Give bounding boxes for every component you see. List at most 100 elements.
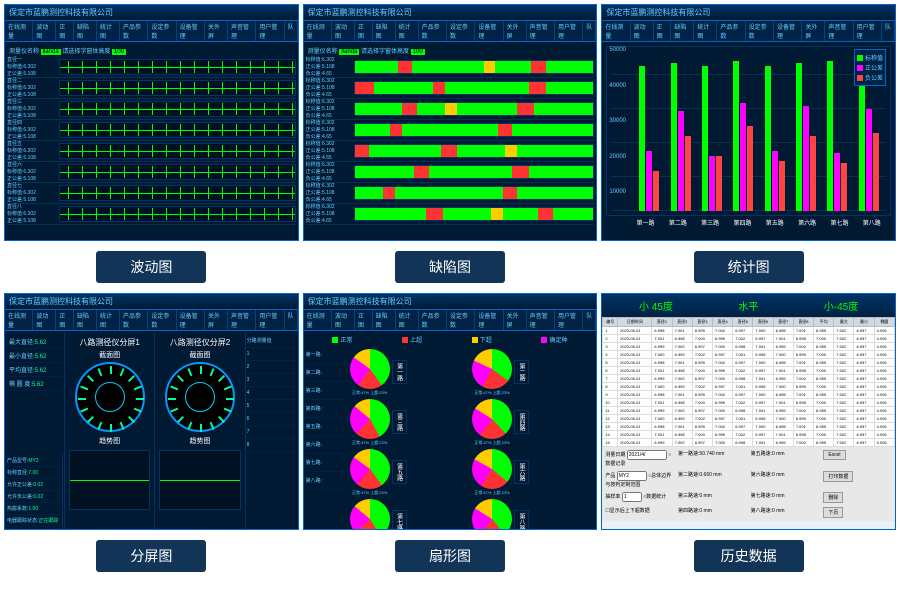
menu-item[interactable]: 缺陷图 [671, 21, 694, 41]
menu-item[interactable]: 产品参数 [120, 310, 148, 330]
menu-item[interactable]: 设备管理 [177, 310, 205, 330]
trend-chart-1 [69, 450, 150, 510]
menu-item[interactable]: 声音管理 [228, 21, 256, 41]
menu-item[interactable]: 关外屏 [504, 21, 527, 41]
menu-item[interactable]: 统计图 [97, 310, 120, 330]
bar [827, 61, 833, 211]
menu-item[interactable]: 用户管理 [555, 21, 583, 41]
menu-item[interactable]: 用户管理 [256, 310, 284, 330]
table-row[interactable]: 142023-05-017.0016.9987.0006.9997.0026.9… [603, 431, 895, 439]
table-row[interactable]: 72023-05-016.9997.0026.9977.0006.9987.00… [603, 375, 895, 383]
menu-item[interactable]: 用户管理 [256, 21, 284, 41]
table-row[interactable]: 32023-05-016.9997.0026.9977.0006.9987.00… [603, 343, 895, 351]
menu-item[interactable]: 队 [583, 310, 596, 330]
product-input[interactable] [617, 471, 647, 481]
menu-item[interactable]: 正图 [56, 21, 74, 41]
menu-item[interactable]: 波动图 [332, 21, 355, 41]
menu-item[interactable]: 设定参数 [447, 310, 475, 330]
menu-item[interactable]: 关外屏 [205, 310, 228, 330]
table-row[interactable]: 132023-05-016.9987.0016.9997.0026.9977.0… [603, 423, 895, 431]
table-row[interactable]: 102023-05-017.0016.9987.0006.9997.0026.9… [603, 399, 895, 407]
menu-item[interactable]: 声音管理 [527, 21, 555, 41]
menu-item[interactable]: 缺陷图 [74, 21, 97, 41]
menu-item[interactable]: 队 [285, 310, 298, 330]
table-header: 直径5 [733, 318, 753, 327]
excel-button[interactable]: Excel [823, 450, 845, 460]
menu-item[interactable]: 设备管理 [475, 310, 503, 330]
menu-item[interactable]: 波动图 [33, 21, 56, 41]
menu-item[interactable]: 设备管理 [177, 21, 205, 41]
menu-item[interactable]: 关外屏 [205, 21, 228, 41]
table-row[interactable]: 92023-05-016.9987.0016.9997.0026.9977.00… [603, 391, 895, 399]
label-split: 分屏图 [96, 540, 206, 572]
menu-item[interactable]: 缺陷图 [74, 310, 97, 330]
menu-item[interactable]: 声音管理 [228, 310, 256, 330]
menu-item[interactable]: 用户管理 [555, 310, 583, 330]
pie-label: 第七路 [392, 510, 407, 530]
menu-item[interactable]: 统计图 [694, 21, 717, 41]
menu-item[interactable]: 统计图 [396, 21, 419, 41]
menu-item[interactable]: 队 [285, 21, 298, 41]
table-row[interactable]: 52023-05-016.9987.0016.9997.0026.9977.00… [603, 359, 895, 367]
menu-item[interactable]: 缺陷图 [373, 310, 396, 330]
wave-row: 直径四标称值:6.302正公差:5.108 [7, 120, 296, 141]
sample-input[interactable] [622, 492, 642, 502]
menu-item[interactable]: 在线测量 [304, 310, 332, 330]
menu-item[interactable]: 在线测量 [602, 21, 630, 41]
menu-item[interactable]: 波动图 [631, 21, 654, 41]
menu-item[interactable]: 正图 [654, 21, 672, 41]
table-row[interactable]: 112023-05-016.9997.0026.9977.0006.9987.0… [603, 407, 895, 415]
menu-item[interactable]: 统计图 [396, 310, 419, 330]
table-row[interactable]: 122023-05-017.0006.9997.0026.9977.0016.9… [603, 415, 895, 423]
menu-item[interactable]: 设定参数 [746, 21, 774, 41]
menu-item[interactable]: 正图 [56, 310, 74, 330]
bar [740, 103, 746, 211]
menu-item[interactable]: 关外屏 [802, 21, 825, 41]
history-table: 编号日期时间直径1直径2直径3直径4直径5直径6直径7直径8平均最大最小椭圆12… [602, 317, 895, 447]
menu-item[interactable]: 在线测量 [5, 310, 33, 330]
menu-item[interactable]: 产品参数 [717, 21, 745, 41]
delete-button[interactable]: 删除 [823, 492, 843, 503]
date-input[interactable] [627, 450, 667, 460]
table-row[interactable]: 12023-05-016.9987.0016.9997.0026.9977.00… [603, 327, 895, 335]
menu-item[interactable]: 波动图 [33, 310, 56, 330]
wave-chart [59, 164, 296, 180]
pie-item: 正常:47% 上超:23%第三路 [350, 398, 470, 446]
menu-item[interactable]: 正图 [355, 21, 373, 41]
menu-item[interactable]: 产品参数 [419, 21, 447, 41]
menu-item[interactable]: 产品参数 [419, 310, 447, 330]
menu-item[interactable]: 设备管理 [475, 21, 503, 41]
pie-chart [350, 449, 390, 489]
menu-item[interactable]: 队 [882, 21, 895, 41]
menu-item[interactable]: 波动图 [332, 310, 355, 330]
menu-item[interactable]: 设备管理 [774, 21, 802, 41]
defect-bar [354, 81, 595, 95]
menu-item[interactable]: 设定参数 [447, 21, 475, 41]
table-row[interactable]: 42023-05-017.0006.9997.0026.9977.0016.99… [603, 351, 895, 359]
menu-item[interactable]: 设定参数 [148, 21, 176, 41]
menu-item[interactable]: 统计图 [97, 21, 120, 41]
table-row[interactable]: 62023-05-017.0016.9987.0006.9997.0026.99… [603, 367, 895, 375]
menu-item[interactable]: 队 [583, 21, 596, 41]
menu-item[interactable]: 关外屏 [504, 310, 527, 330]
bar [733, 61, 739, 211]
menu-item[interactable]: 产品参数 [120, 21, 148, 41]
menu-item[interactable]: 在线测量 [5, 21, 33, 41]
table-row[interactable]: 152023-05-016.9997.0026.9977.0006.9987.0… [603, 439, 895, 447]
menu-item[interactable]: 声音管理 [527, 310, 555, 330]
menu-item[interactable]: 缺陷图 [373, 21, 396, 41]
print-button[interactable]: 打印数据 [823, 471, 853, 482]
history-panel: 小 45度水平小-45度 编号日期时间直径1直径2直径3直径4直径5直径6直径7… [601, 293, 896, 530]
pie-item: 正常:47% 上超:23%第八路 [472, 498, 592, 530]
menu-item[interactable]: 设定参数 [148, 310, 176, 330]
menu-item[interactable]: 声音管理 [825, 21, 853, 41]
table-row[interactable]: 82023-05-017.0006.9997.0026.9977.0016.99… [603, 383, 895, 391]
menu-item[interactable]: 用户管理 [854, 21, 882, 41]
menu-item[interactable]: 正图 [355, 310, 373, 330]
next-button[interactable]: 下页 [823, 507, 843, 518]
pie-item: 正常:47% 上超:23%第七路 [350, 498, 470, 530]
table-row[interactable]: 22023-05-017.0016.9987.0006.9997.0026.99… [603, 335, 895, 343]
company-title: 保定市蓝鹏测控科技有限公司 [304, 294, 597, 310]
menu-item[interactable]: 在线测量 [304, 21, 332, 41]
bar-group [827, 61, 852, 211]
